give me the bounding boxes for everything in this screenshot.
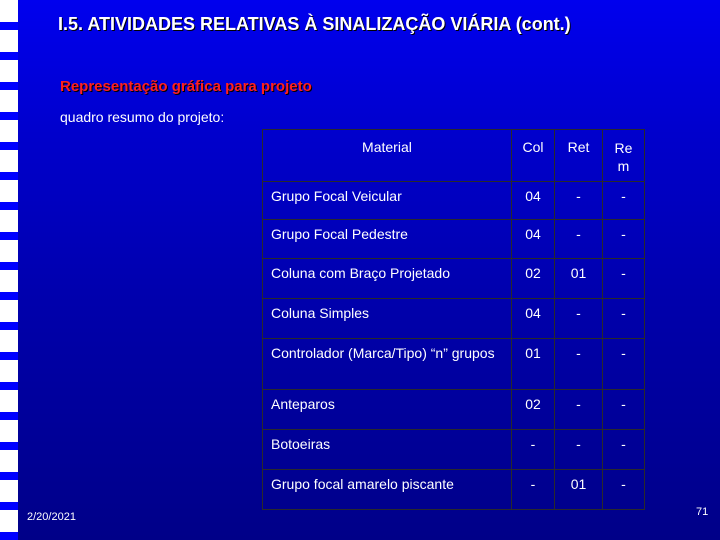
slide-date: 2/20/2021 [27,511,76,523]
cell-rem: - [601,258,646,299]
cell-rem: - [601,338,646,390]
table-row: Coluna com Braço Projetado 02 01 - [262,258,646,299]
cell-col: 01 [510,338,556,390]
cell-material: Botoeiras [262,429,512,470]
cell-ret: - [554,429,603,470]
cell-material: Grupo focal amarelo piscante [262,469,512,510]
header-rem: Re m [601,129,646,182]
cell-rem: - [601,219,646,259]
summary-table: Material Col Ret Re m Grupo Focal Veicul… [262,129,646,510]
slide-title: I.5. ATIVIDADES RELATIVAS À SINALIZAÇÃO … [58,14,571,34]
cell-ret: 01 [554,469,603,510]
cell-ret: - [554,338,603,390]
table-row: Anteparos 02 - - [262,389,646,430]
table-row: Grupo focal amarelo piscante - 01 - [262,469,646,510]
cell-col: 04 [510,181,556,220]
header-rem-line1: Re [614,140,633,156]
cell-rem: - [601,429,646,470]
cell-material: Anteparos [262,389,512,430]
header-rem-line2: m [617,158,630,174]
header-material: Material [262,129,512,182]
cell-col: 04 [510,219,556,259]
cell-ret: - [554,181,603,220]
table-row: Botoeiras - - - [262,429,646,470]
cell-ret: - [554,219,603,259]
cell-ret: 01 [554,258,603,299]
cell-col: - [510,469,556,510]
section-subtitle: Representação gráfica para projeto [60,78,312,95]
table-row: Grupo Focal Veicular 04 - - [262,181,646,220]
header-col: Col [510,129,556,182]
table-row: Controlador (Marca/Tipo) “n” grupos 01 -… [262,338,646,390]
cell-material: Grupo Focal Veicular [262,181,512,220]
cell-rem: - [601,389,646,430]
cell-material: Controlador (Marca/Tipo) “n” grupos [262,338,512,390]
cell-col: 04 [510,298,556,339]
table-row: Grupo Focal Pedestre 04 - - [262,219,646,259]
cell-material: Coluna com Braço Projetado [262,258,512,299]
cell-material: Grupo Focal Pedestre [262,219,512,259]
cell-rem: - [601,298,646,339]
cell-material: Coluna Simples [262,298,512,339]
intro-text: quadro resumo do projeto: [60,109,225,125]
header-ret: Ret [554,129,603,182]
cell-rem: - [601,181,646,220]
cell-col: - [510,429,556,470]
cell-col: 02 [510,258,556,299]
page-number: 71 [696,506,709,518]
cell-rem: - [601,469,646,510]
left-decorative-stripe [0,0,18,540]
cell-ret: - [554,298,603,339]
cell-ret: - [554,389,603,430]
table-row: Coluna Simples 04 - - [262,298,646,339]
table-header-row: Material Col Ret Re m [262,129,646,182]
cell-col: 02 [510,389,556,430]
